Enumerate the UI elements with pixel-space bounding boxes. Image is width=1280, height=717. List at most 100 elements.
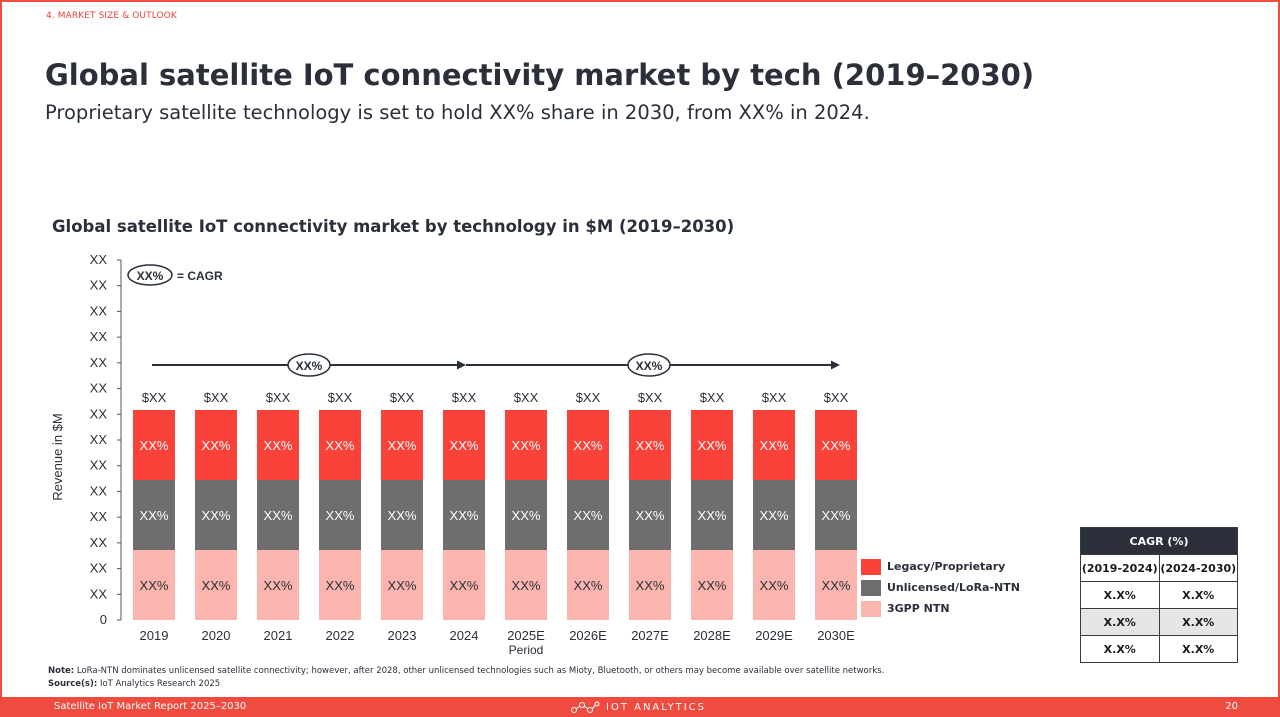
- bar-segment: [505, 410, 547, 480]
- bar-total-label: $XX: [266, 390, 291, 405]
- cagr-badge: [627, 353, 671, 377]
- cagr-arrow-head: [457, 360, 466, 370]
- bar-segment-label: XX%: [574, 438, 603, 453]
- bar-total-label: $XX: [390, 390, 415, 405]
- y-tick-label: XX: [90, 303, 108, 318]
- cagr-col-header: (2024-2030): [1158, 554, 1238, 582]
- y-tick-label: XX: [90, 586, 108, 601]
- bar-segment: [753, 480, 795, 550]
- cagr-arrow-head: [831, 360, 840, 370]
- x-tick-label: 2020: [202, 628, 231, 643]
- bar-segment: [629, 480, 671, 550]
- legend-label-legacy: Legacy/Proprietary: [887, 560, 1006, 573]
- bar-segment: [567, 410, 609, 480]
- bar-segment: [195, 550, 237, 620]
- y-tick-label: XX: [90, 278, 108, 293]
- bar-segment-label: XX%: [202, 508, 231, 523]
- bar-segment-label: XX%: [388, 438, 417, 453]
- bar-segment-label: XX%: [140, 508, 169, 523]
- bar-segment-label: XX%: [512, 438, 541, 453]
- footer-brand-text: IOT ANALYTICS: [606, 701, 707, 713]
- bar-segment: [629, 550, 671, 620]
- bar-segment: [195, 480, 237, 550]
- bar-segment: [381, 550, 423, 620]
- x-tick-label: 2026E: [569, 628, 607, 643]
- source-text: IoT Analytics Research 2025: [97, 679, 221, 689]
- x-tick-label: 2021: [264, 628, 293, 643]
- bar-segment: [753, 550, 795, 620]
- y-tick-label: XX: [90, 406, 108, 421]
- bar-segment-label: XX%: [512, 508, 541, 523]
- cagr-table: CAGR (%) (2019-2024) (2024-2030) X.X% X.…: [1080, 527, 1238, 663]
- footnote: Note: LoRa-NTN dominates unlicensed sate…: [48, 665, 884, 691]
- cagr-cell: X.X%: [1158, 608, 1238, 636]
- bar-segment: [691, 480, 733, 550]
- legend-item-3gpp: 3GPP NTN: [861, 598, 1020, 619]
- bar-segment: [691, 550, 733, 620]
- bar-segment-label: XX%: [202, 578, 231, 593]
- bar-segment-label: XX%: [512, 578, 541, 593]
- bar-segment: [257, 410, 299, 480]
- bar-segment: [133, 410, 175, 480]
- chart-legend: Legacy/Proprietary Unlicensed/LoRa-NTN 3…: [861, 556, 1020, 619]
- bar-segment-label: XX%: [450, 508, 479, 523]
- bar-segment-label: XX%: [822, 578, 851, 593]
- bar-total-label: $XX: [700, 390, 725, 405]
- cagr-table-title: CAGR (%): [1080, 527, 1238, 555]
- bar-segment: [195, 410, 237, 480]
- bar-segment: [381, 480, 423, 550]
- source-label: Source(s):: [48, 679, 98, 689]
- bar-segment-label: XX%: [388, 578, 417, 593]
- bar-segment: [815, 550, 857, 620]
- x-tick-label: 2019: [140, 628, 169, 643]
- section-label: 4. MARKET SIZE & OUTLOOK: [46, 11, 177, 21]
- bar-segment-label: XX%: [574, 578, 603, 593]
- bar-segment: [443, 410, 485, 480]
- page-title: Global satellite IoT connectivity market…: [45, 58, 1035, 92]
- bar-segment-label: XX%: [636, 578, 665, 593]
- bar-segment-label: XX%: [140, 438, 169, 453]
- source-line: Source(s): IoT Analytics Research 2025: [48, 678, 884, 691]
- bar-segment: [443, 480, 485, 550]
- bar-segment: [691, 410, 733, 480]
- y-axis-title: Revenue in $M: [50, 413, 65, 500]
- bar-segment-label: XX%: [822, 438, 851, 453]
- footer-report-name: Satellite IoT Market Report 2025–2030: [54, 701, 247, 712]
- x-tick-label: 2022: [326, 628, 355, 643]
- page-subtitle: Proprietary satellite technology is set …: [45, 101, 870, 124]
- bar-segment: [567, 480, 609, 550]
- cagr-cell: X.X%: [1080, 608, 1160, 636]
- bar-segment: [505, 480, 547, 550]
- bar-total-label: $XX: [514, 390, 539, 405]
- legend-swatch-unlicensed: [861, 579, 881, 596]
- y-tick-label: XX: [90, 483, 108, 498]
- y-tick-label: XX: [90, 561, 108, 576]
- bar-segment-label: XX%: [698, 438, 727, 453]
- bar-segment-label: XX%: [698, 578, 727, 593]
- bar-segment-label: XX%: [202, 438, 231, 453]
- iot-analytics-logo-icon: [571, 701, 600, 713]
- legend-swatch-3gpp: [861, 600, 881, 617]
- bar-segment: [319, 480, 361, 550]
- cagr-cell: X.X%: [1080, 635, 1160, 663]
- bar-segment: [443, 550, 485, 620]
- bar-segment-label: XX%: [698, 508, 727, 523]
- cagr-cell: X.X%: [1080, 581, 1160, 609]
- bar-segment-label: XX%: [636, 508, 665, 523]
- bar-total-label: $XX: [576, 390, 601, 405]
- bar-total-label: $XX: [638, 390, 663, 405]
- bar-segment-label: XX%: [450, 438, 479, 453]
- legend-item-unlicensed: Unlicensed/LoRa-NTN: [861, 577, 1020, 598]
- bar-segment-label: XX%: [450, 578, 479, 593]
- bar-total-label: $XX: [328, 390, 353, 405]
- cagr-key-badge: [127, 264, 173, 286]
- note-text: LoRa-NTN dominates unlicensed satellite …: [74, 666, 885, 676]
- x-tick-label: 2030E: [817, 628, 855, 643]
- bar-segment: [505, 550, 547, 620]
- legend-label-3gpp: 3GPP NTN: [887, 602, 950, 615]
- bar-segment: [319, 550, 361, 620]
- y-tick-label: 0: [100, 612, 107, 627]
- cagr-badge-text: XX%: [296, 359, 323, 373]
